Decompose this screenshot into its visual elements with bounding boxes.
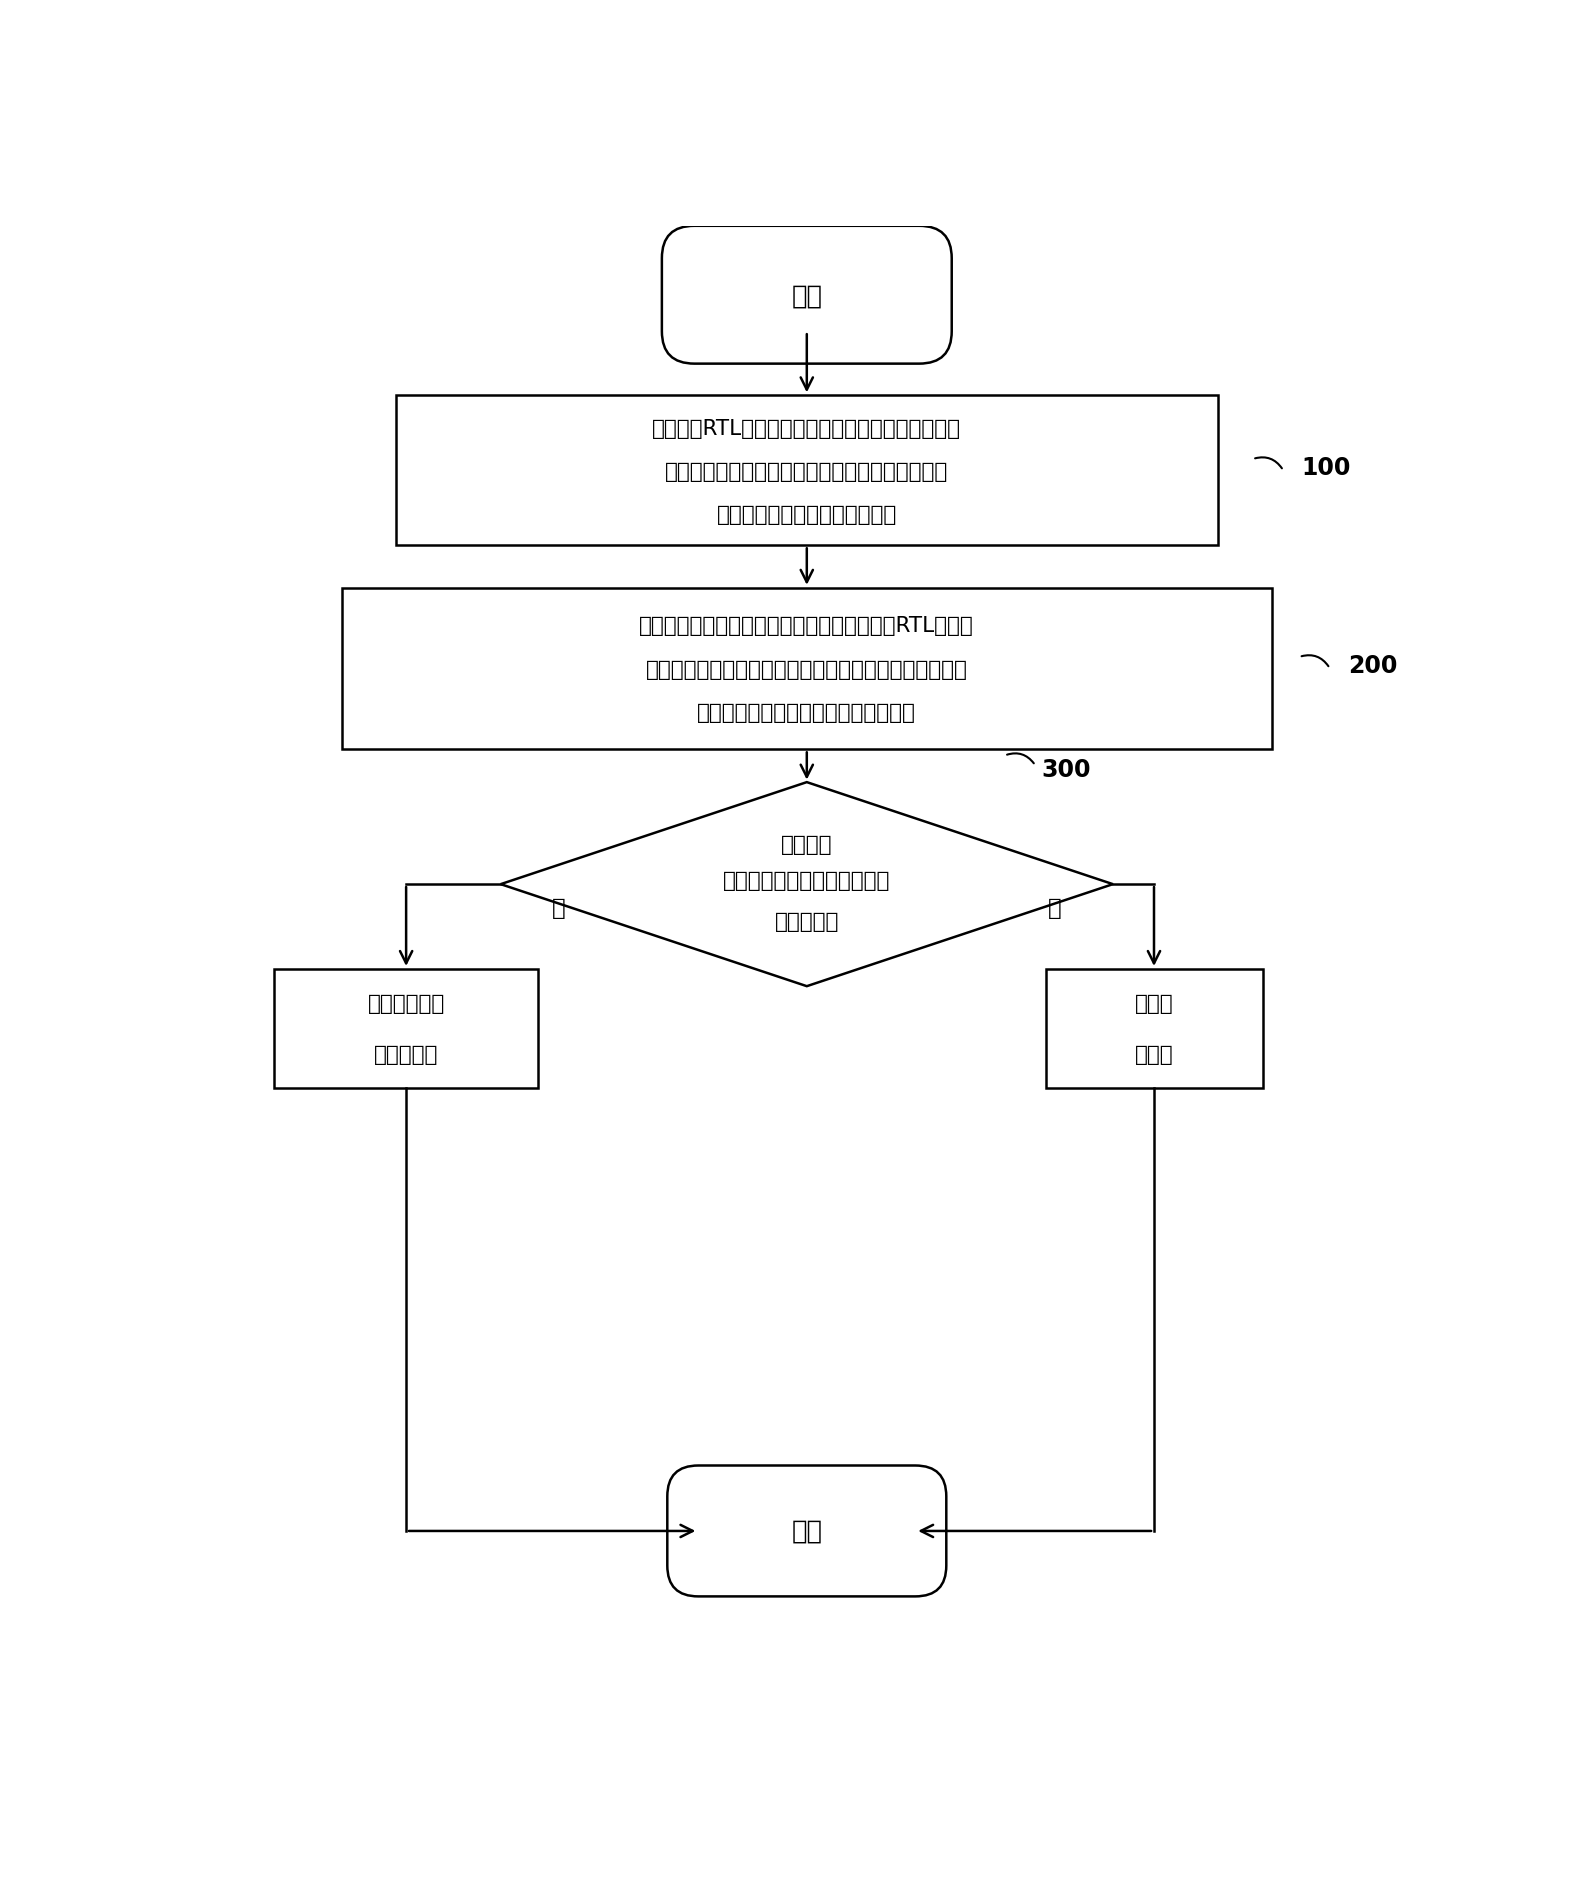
Text: 代码，通过词法分析、语法分析和静态语义分析提取待测: 代码，通过词法分析、语法分析和静态语义分析提取待测 <box>646 659 967 680</box>
Text: 据待检测错误的类型并结合所述设计规范文件，构: 据待检测错误的类型并结合所述设计规范文件，构 <box>665 461 948 482</box>
Text: 200: 200 <box>1348 654 1397 678</box>
Text: 建对待测错误的检测标准并存储: 建对待测错误的检测标准并存储 <box>717 504 896 525</box>
Text: 待测错误的检测标准与特征信: 待测错误的检测标准与特征信 <box>723 871 890 892</box>
Text: 结束待测设计: 结束待测设计 <box>367 994 444 1014</box>
Bar <box>342 587 1271 750</box>
Text: 300: 300 <box>1041 757 1091 782</box>
Bar <box>1046 969 1263 1088</box>
Text: 否: 否 <box>1047 895 1062 920</box>
Text: 结束: 结束 <box>791 1519 822 1543</box>
Text: 针对待检测错误的类型，分模块遍历整个所述RTL设计源: 针对待检测错误的类型，分模块遍历整个所述RTL设计源 <box>639 616 975 637</box>
Text: 息是否匹配: 息是否匹配 <box>775 912 839 931</box>
Bar <box>274 969 539 1088</box>
Text: 是: 是 <box>551 895 565 920</box>
Text: 的错误检测: 的错误检测 <box>373 1045 438 1065</box>
Text: 发送错: 发送错 <box>1134 994 1173 1014</box>
Text: 开始: 开始 <box>791 283 822 310</box>
Text: 误报告: 误报告 <box>1134 1045 1173 1065</box>
Text: 判断所述: 判断所述 <box>781 835 833 854</box>
Bar <box>395 397 1217 546</box>
FancyBboxPatch shape <box>662 227 951 365</box>
Text: 错误的特征信息，对特征信息进行存储: 错误的特征信息，对特征信息进行存储 <box>698 703 917 722</box>
Polygon shape <box>501 782 1114 986</box>
Text: 接收一个RTL设计源代码和相应的设计规范文件，根: 接收一个RTL设计源代码和相应的设计规范文件，根 <box>652 417 961 438</box>
FancyBboxPatch shape <box>668 1466 947 1596</box>
Text: 100: 100 <box>1301 455 1351 480</box>
